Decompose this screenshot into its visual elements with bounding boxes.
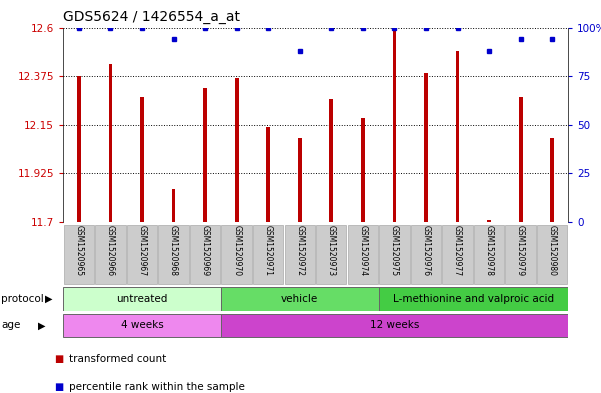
Bar: [519, 97, 522, 222]
FancyBboxPatch shape: [253, 225, 283, 284]
Bar: [551, 138, 554, 222]
FancyBboxPatch shape: [127, 225, 157, 284]
Text: L-methionine and valproic acid: L-methionine and valproic acid: [392, 294, 554, 304]
FancyBboxPatch shape: [190, 225, 220, 284]
Text: GSM1520968: GSM1520968: [169, 225, 178, 276]
Text: untreated: untreated: [117, 294, 168, 304]
FancyBboxPatch shape: [379, 287, 568, 311]
FancyBboxPatch shape: [96, 225, 126, 284]
FancyBboxPatch shape: [505, 225, 535, 284]
Text: 12 weeks: 12 weeks: [370, 320, 419, 331]
Text: GSM1520979: GSM1520979: [516, 225, 525, 276]
FancyBboxPatch shape: [159, 225, 189, 284]
FancyBboxPatch shape: [285, 225, 315, 284]
FancyBboxPatch shape: [221, 314, 568, 337]
Text: protocol: protocol: [1, 294, 44, 304]
Text: GSM1520967: GSM1520967: [138, 225, 147, 276]
Text: GSM1520978: GSM1520978: [484, 225, 493, 276]
Text: transformed count: transformed count: [69, 354, 166, 364]
Text: ▶: ▶: [38, 320, 45, 331]
Bar: [298, 138, 302, 222]
Text: GSM1520973: GSM1520973: [327, 225, 336, 276]
Bar: [361, 118, 365, 222]
Text: GDS5624 / 1426554_a_at: GDS5624 / 1426554_a_at: [63, 10, 240, 24]
Text: ■: ■: [54, 382, 63, 392]
Text: GSM1520965: GSM1520965: [75, 225, 84, 276]
FancyBboxPatch shape: [348, 225, 378, 284]
FancyBboxPatch shape: [379, 225, 409, 284]
Bar: [456, 51, 459, 222]
Text: age: age: [1, 320, 20, 331]
FancyBboxPatch shape: [411, 225, 441, 284]
FancyBboxPatch shape: [316, 225, 346, 284]
Bar: [235, 78, 239, 222]
Text: vehicle: vehicle: [281, 294, 319, 304]
Text: GSM1520974: GSM1520974: [358, 225, 367, 276]
FancyBboxPatch shape: [474, 225, 504, 284]
Text: GSM1520971: GSM1520971: [264, 225, 273, 276]
Bar: [392, 29, 396, 222]
Text: ■: ■: [54, 354, 63, 364]
FancyBboxPatch shape: [63, 287, 221, 311]
FancyBboxPatch shape: [222, 225, 252, 284]
Text: GSM1520972: GSM1520972: [295, 225, 304, 276]
FancyBboxPatch shape: [63, 314, 221, 337]
Text: percentile rank within the sample: percentile rank within the sample: [69, 382, 245, 392]
Bar: [140, 97, 144, 222]
FancyBboxPatch shape: [442, 225, 472, 284]
Text: 4 weeks: 4 weeks: [121, 320, 163, 331]
Bar: [266, 127, 270, 222]
Bar: [172, 189, 175, 222]
Bar: [203, 88, 207, 222]
Text: GSM1520977: GSM1520977: [453, 225, 462, 276]
Bar: [487, 220, 491, 222]
Text: GSM1520976: GSM1520976: [421, 225, 430, 276]
Text: GSM1520969: GSM1520969: [201, 225, 210, 276]
FancyBboxPatch shape: [64, 225, 94, 284]
FancyBboxPatch shape: [221, 287, 379, 311]
Bar: [77, 76, 81, 222]
Text: GSM1520980: GSM1520980: [548, 225, 557, 276]
Bar: [424, 73, 428, 222]
Bar: [329, 99, 333, 222]
Text: GSM1520970: GSM1520970: [232, 225, 241, 276]
Text: GSM1520975: GSM1520975: [390, 225, 399, 276]
FancyBboxPatch shape: [537, 225, 567, 284]
Text: GSM1520966: GSM1520966: [106, 225, 115, 276]
Text: ▶: ▶: [45, 294, 52, 304]
Bar: [109, 64, 112, 222]
